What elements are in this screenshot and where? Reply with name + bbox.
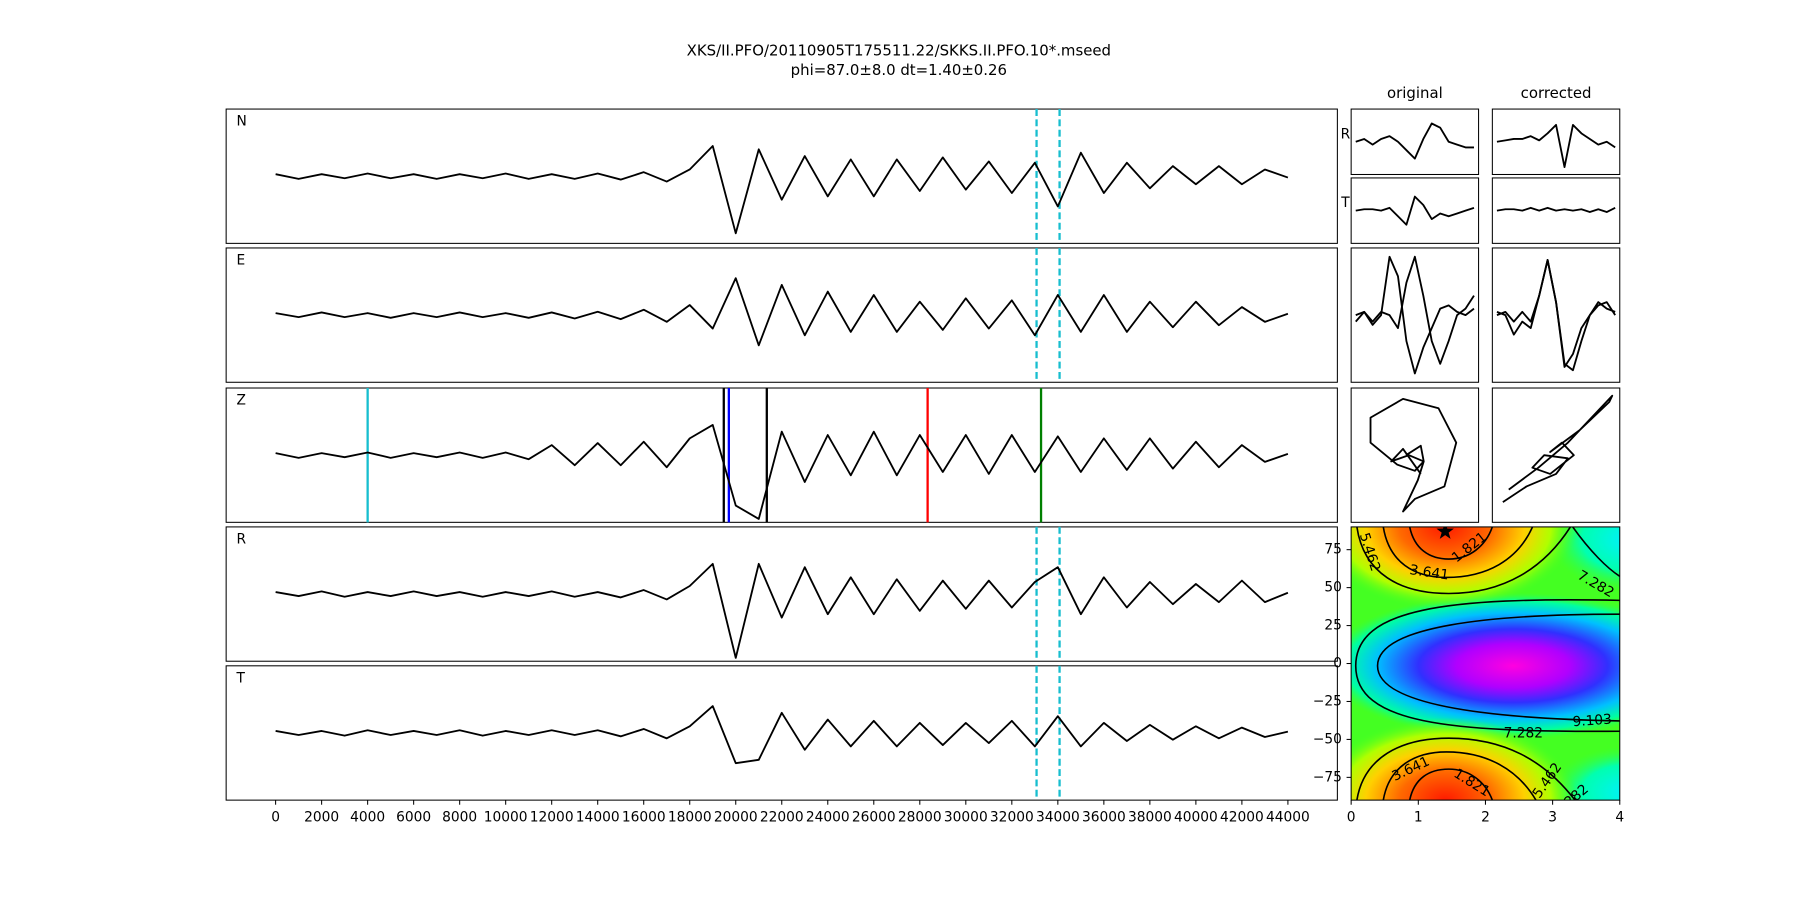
particle-motion: [1369, 397, 1458, 513]
axes-frame: [1350, 108, 1480, 176]
axes-frame: [1350, 247, 1480, 383]
waveform: [275, 277, 1289, 347]
x-tick-label: 30000: [944, 809, 988, 825]
contour-line: [1408, 768, 1494, 801]
figure-subtitle: phi=87.0±8.0 dt=1.40±0.26: [791, 61, 1007, 79]
contour-line: [1408, 526, 1494, 560]
contour-label: 9.103: [1572, 712, 1612, 731]
column-title: corrected: [1521, 84, 1592, 102]
y-tick-label: 50: [1324, 580, 1342, 596]
x-tick-label: 6000: [396, 809, 431, 825]
x-tick-label: 12000: [530, 809, 574, 825]
x-tick-label: 2: [1481, 809, 1490, 825]
contour-line: [1354, 599, 1620, 733]
y-tick-label: 75: [1324, 542, 1342, 558]
x-tick-label: 18000: [668, 809, 712, 825]
axes-frame: [1491, 387, 1621, 523]
axes-frame: [225, 387, 1338, 523]
waveform: [1496, 259, 1616, 368]
x-tick-label: 16000: [622, 809, 666, 825]
x-tick-label: 32000: [990, 809, 1034, 825]
waveform: [1496, 206, 1616, 213]
x-tick-label: 38000: [1128, 809, 1172, 825]
contour-line: [1382, 751, 1537, 801]
panel-label: T: [235, 670, 245, 686]
y-tick-label: 0: [1333, 656, 1342, 672]
x-tick-label: 36000: [1082, 809, 1126, 825]
particle-motion: [1502, 394, 1614, 503]
contour-label: 7.282: [1504, 726, 1543, 742]
axes-frame: [1350, 387, 1480, 523]
axes-frame: [225, 665, 1338, 801]
contour-map: 5.462 1.821 3.641 7.282 9.103 7.282 3.64…: [1351, 526, 1620, 801]
axes-frame: [1491, 177, 1621, 244]
plot-area: XKS/II.PFO/20110905T175511.22/SKKS.II.PF…: [225, 42, 1624, 825]
row-label: R: [1341, 126, 1351, 142]
panel-label: E: [236, 253, 245, 269]
axes-frame: [225, 108, 1338, 244]
x-tick-label: 8000: [442, 809, 477, 825]
field-region: [1351, 592, 1620, 740]
field-region: [1351, 526, 1578, 610]
contour-label: 3.641: [1409, 562, 1450, 583]
axes-frame: [1491, 108, 1621, 176]
x-tick-label: 4: [1615, 809, 1624, 825]
x-tick-label: 26000: [852, 809, 896, 825]
y-tick-label: −75: [1313, 769, 1342, 785]
contour-line: [1356, 526, 1572, 595]
waveform: [275, 705, 1289, 765]
x-tick-label: 20000: [714, 809, 758, 825]
x-tick-label: 1: [1414, 809, 1423, 825]
column-title: original: [1387, 84, 1443, 102]
waveform: [1496, 123, 1616, 169]
x-tick-label: 28000: [898, 809, 942, 825]
row-label: T: [1340, 195, 1350, 211]
x-tick-label: 10000: [484, 809, 528, 825]
y-tick-label: −25: [1313, 693, 1342, 709]
axes-frame: [1491, 247, 1621, 383]
waveform: [1496, 259, 1616, 372]
x-tick-label: 22000: [760, 809, 804, 825]
axes-frame: [225, 247, 1338, 383]
x-tick-label: 4000: [350, 809, 385, 825]
panel-label: Z: [236, 393, 245, 409]
panel-label: R: [236, 532, 246, 548]
y-tick-label: 25: [1324, 618, 1342, 634]
x-tick-label: 40000: [1174, 809, 1218, 825]
waveform: [1355, 255, 1475, 365]
x-tick-label: 0: [271, 809, 280, 825]
x-tick-label: 24000: [806, 809, 850, 825]
waveform: [275, 145, 1289, 235]
x-tick-label: 34000: [1036, 809, 1080, 825]
best-fit-star: [1436, 526, 1454, 539]
axes-frame: [1350, 177, 1480, 244]
waveform: [275, 562, 1289, 659]
x-tick-label: 42000: [1220, 809, 1264, 825]
contour-line: [1376, 613, 1620, 722]
waveform: [1355, 255, 1475, 375]
contour-line: [1382, 526, 1534, 579]
contour-line: [1356, 737, 1576, 801]
contour-line: [1572, 526, 1620, 577]
axes-frame: [225, 526, 1338, 662]
x-tick-label: 44000: [1266, 809, 1310, 825]
waveform: [1355, 195, 1475, 226]
x-tick-label: 14000: [576, 809, 620, 825]
panel-label: N: [236, 114, 246, 130]
x-tick-label: 2000: [304, 809, 339, 825]
figure-title: XKS/II.PFO/20110905T175511.22/SKKS.II.PF…: [687, 42, 1111, 60]
y-tick-label: −50: [1313, 731, 1342, 747]
waveform: [1355, 122, 1474, 160]
waveform: [275, 424, 1289, 520]
x-tick-label: 3: [1548, 809, 1557, 825]
x-tick-label: 0: [1347, 809, 1356, 825]
